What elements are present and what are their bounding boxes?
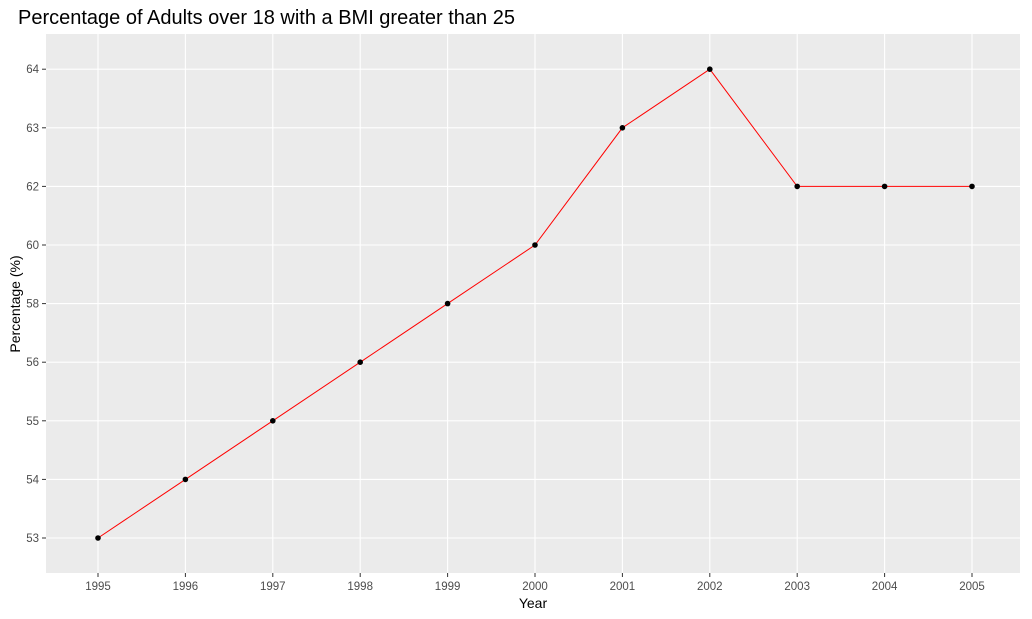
x-tick-label: 1995 bbox=[85, 581, 111, 593]
data-point-2001 bbox=[619, 125, 626, 131]
y-gridlines bbox=[46, 68, 1020, 539]
y-tick-label: 55 bbox=[26, 416, 39, 428]
data-point-1995 bbox=[95, 535, 101, 541]
y-tick-label: 54 bbox=[26, 474, 39, 486]
chart-title: Percentage of Adults over 18 with a BMI … bbox=[18, 7, 515, 29]
x-tick-label: 2001 bbox=[610, 581, 636, 593]
y-tick-label: 64 bbox=[26, 64, 39, 76]
series-layer bbox=[95, 66, 975, 541]
x-axis-title: Year bbox=[519, 595, 548, 611]
x-tick-label: 1998 bbox=[347, 581, 373, 593]
y-tick-label: 60 bbox=[26, 240, 39, 252]
y-axis: 53 54 55 56 58 60 62 63 64 bbox=[26, 64, 46, 545]
data-point-2004 bbox=[881, 183, 888, 190]
data-point-1999 bbox=[444, 300, 451, 307]
x-tick-label: 1999 bbox=[435, 581, 461, 593]
data-point-1998 bbox=[357, 359, 364, 366]
y-tick-label: 53 bbox=[26, 533, 39, 545]
x-tick-label: 2000 bbox=[522, 581, 548, 593]
y-tick-label: 58 bbox=[26, 299, 39, 311]
y-tick-label: 56 bbox=[26, 357, 39, 369]
data-point-2000 bbox=[532, 242, 538, 248]
x-tick-label: 2005 bbox=[959, 581, 985, 593]
x-tick-label: 2004 bbox=[872, 581, 898, 593]
y-axis-title: Percentage (%) bbox=[7, 255, 23, 352]
data-point-1997 bbox=[270, 418, 276, 424]
y-tick-label: 63 bbox=[26, 123, 39, 135]
x-axis: 1995 1996 1997 1998 1999 2000 2001 2002 2003 2004… bbox=[85, 573, 985, 593]
data-point-2003 bbox=[794, 183, 800, 190]
y-tick-label: 62 bbox=[26, 181, 39, 193]
x-tick-label: 2003 bbox=[784, 581, 810, 593]
data-point-2002 bbox=[707, 66, 713, 72]
data-point-2005 bbox=[969, 183, 975, 190]
x-tick-label: 1997 bbox=[260, 581, 286, 593]
x-tick-label: 2002 bbox=[697, 581, 723, 593]
x-tick-label: 1996 bbox=[173, 581, 199, 593]
data-point-1996 bbox=[182, 476, 189, 483]
